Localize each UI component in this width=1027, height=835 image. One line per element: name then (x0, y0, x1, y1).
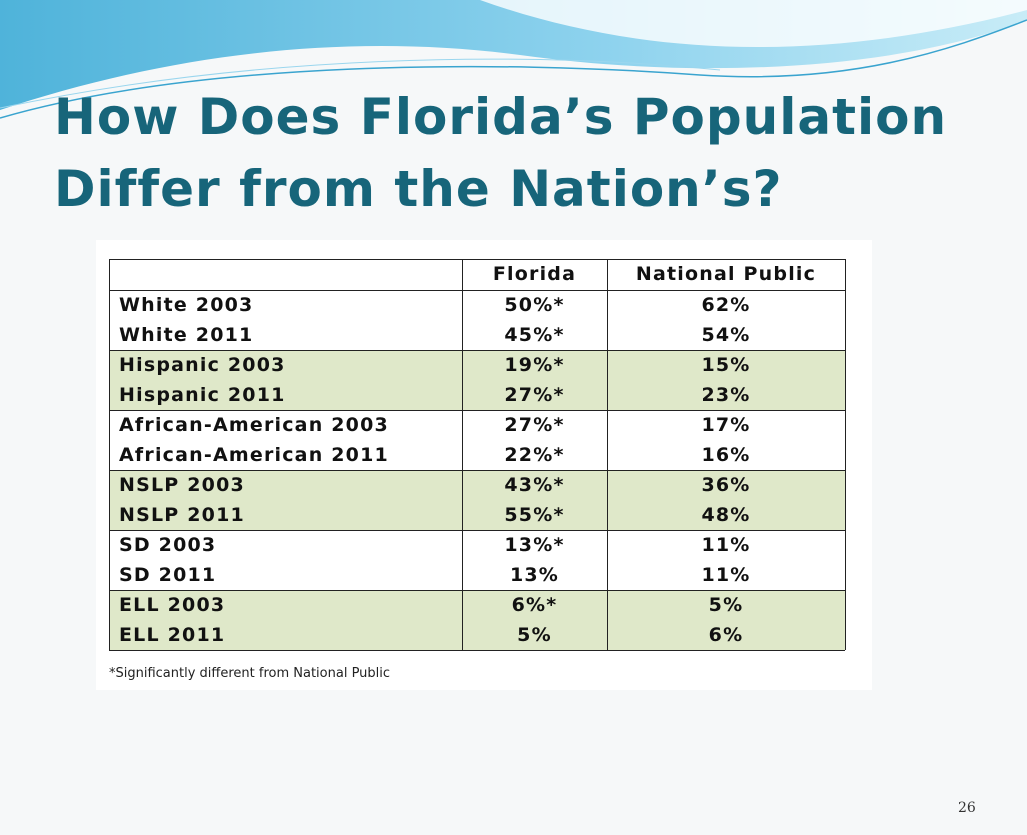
row-shading (109, 590, 845, 650)
row-label: Hispanic 2003 (119, 354, 286, 376)
row-border (109, 470, 845, 471)
florida-value: 27%* (504, 414, 565, 436)
florida-value: 27%* (504, 384, 565, 406)
florida-value: 50%* (504, 294, 565, 316)
column-border (845, 259, 846, 650)
national-value: 48% (701, 504, 751, 526)
page-number: 26 (958, 800, 976, 816)
row-border (109, 350, 845, 351)
row-label: Hispanic 2011 (119, 384, 286, 406)
national-value: 54% (701, 324, 751, 346)
row-label: White 2003 (119, 294, 254, 316)
florida-value: 6%* (511, 594, 558, 616)
row-shading (109, 350, 845, 410)
national-value: 23% (701, 384, 751, 406)
column-header: National Public (635, 263, 817, 285)
title-line: Differ from the Nation’s? (54, 160, 783, 218)
row-label: SD 2011 (119, 564, 217, 586)
national-value: 17% (701, 414, 751, 436)
column-border (607, 259, 608, 650)
national-value: 16% (701, 444, 751, 466)
row-label: NSLP 2011 (119, 504, 245, 526)
row-shading (109, 470, 845, 530)
national-value: 62% (701, 294, 751, 316)
florida-value: 5% (517, 624, 552, 646)
row-label: ELL 2003 (119, 594, 226, 616)
row-border (109, 530, 845, 531)
column-border (462, 259, 463, 650)
row-border (109, 410, 845, 411)
national-value: 6% (708, 624, 744, 646)
national-value: 36% (701, 474, 751, 496)
florida-value: 22%* (504, 444, 565, 466)
row-border (109, 259, 845, 260)
row-label: ELL 2011 (119, 624, 226, 646)
footnote: *Significantly different from National P… (109, 666, 391, 681)
row-label: African-American 2003 (119, 414, 389, 436)
row-border (109, 650, 845, 651)
row-label: White 2011 (119, 324, 254, 346)
florida-value: 13% (509, 564, 560, 586)
florida-value: 13%* (504, 534, 565, 556)
florida-value: 43%* (504, 474, 565, 496)
row-label: SD 2003 (119, 534, 217, 556)
national-value: 5% (708, 594, 744, 616)
wave-decoration (0, 0, 1027, 119)
florida-value: 55%* (504, 504, 565, 526)
title-line: How Does Florida’s Population (54, 88, 948, 146)
national-value: 11% (701, 564, 751, 586)
row-label: NSLP 2003 (119, 474, 245, 496)
row-border (109, 290, 845, 291)
florida-value: 45%* (504, 324, 565, 346)
row-border (109, 590, 845, 591)
column-border (109, 259, 110, 650)
national-value: 15% (701, 354, 751, 376)
row-label: African-American 2011 (119, 444, 389, 466)
column-header: Florida (492, 263, 577, 285)
national-value: 11% (701, 534, 751, 556)
florida-value: 19%* (504, 354, 565, 376)
